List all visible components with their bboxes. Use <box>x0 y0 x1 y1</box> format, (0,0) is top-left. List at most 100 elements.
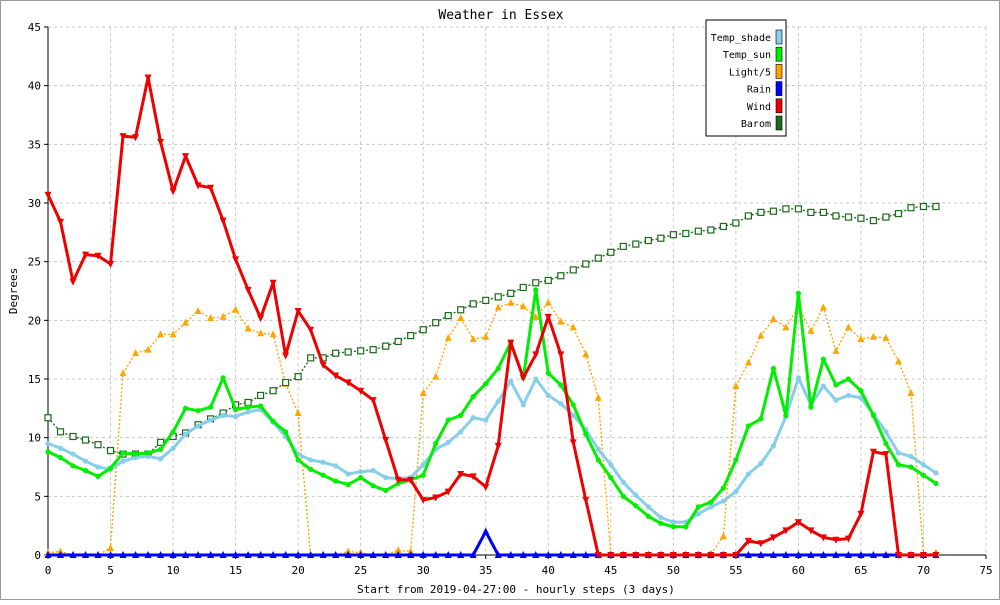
x-tick-label: 10 <box>166 564 179 577</box>
data-point-barom-65 <box>857 214 865 222</box>
data-point-temp-shade-70 <box>920 462 927 468</box>
legend-swatch <box>775 81 783 96</box>
data-point-wind-19 <box>282 352 290 360</box>
data-point-wind-9 <box>157 138 165 146</box>
axes <box>47 27 986 556</box>
data-point-barom-30 <box>419 326 427 334</box>
data-point-temp-sun-0 <box>45 449 51 455</box>
data-point-temp-sun-57 <box>758 416 764 422</box>
data-point-wind-21 <box>307 326 315 334</box>
data-point-barom-53 <box>707 226 715 234</box>
y-tick-label: 5 <box>34 490 41 503</box>
data-point-light-5-42 <box>569 323 577 331</box>
data-point-wind-59 <box>782 527 790 535</box>
data-point-temp-shade-32 <box>445 439 451 445</box>
data-point-wind-36 <box>494 442 502 450</box>
data-point-light-5-43 <box>582 350 590 358</box>
data-point-temp-sun-67 <box>883 440 889 447</box>
data-point-temp-sun-40 <box>545 370 551 376</box>
data-point-wind-44 <box>594 552 602 559</box>
data-point-temp-shade-62 <box>820 383 827 389</box>
data-point-wind-11 <box>182 153 190 161</box>
data-point-temp-shade-21 <box>308 457 314 463</box>
data-point-temp-shade-52 <box>695 511 701 517</box>
data-point-light-5-65 <box>857 335 865 343</box>
data-point-barom-40 <box>544 276 552 285</box>
data-point-wind-43 <box>582 496 590 504</box>
data-point-light-5-40 <box>544 298 552 306</box>
data-point-wind-41 <box>557 351 565 359</box>
data-point-temp-sun-63 <box>833 382 839 388</box>
data-point-temp-shade-46 <box>620 479 626 485</box>
y-axis-label: Degrees <box>7 268 20 314</box>
data-point-temp-shade-64 <box>845 392 852 399</box>
data-point-wind-14 <box>219 217 227 225</box>
x-tick-label: 30 <box>417 564 430 577</box>
data-point-temp-shade-49 <box>658 514 664 521</box>
data-point-wind-56 <box>744 537 752 545</box>
data-point-rain-2 <box>69 551 77 558</box>
data-point-temp-shade-3 <box>82 458 89 464</box>
data-point-barom-34 <box>469 300 477 308</box>
data-point-temp-sun-61 <box>808 404 814 410</box>
data-point-temp-shade-54 <box>720 498 726 504</box>
data-point-wind-32 <box>444 488 452 496</box>
data-point-temp-sun-62 <box>820 356 827 362</box>
data-point-temp-sun-41 <box>558 382 564 388</box>
data-point-rain-67 <box>882 551 890 558</box>
data-point-barom-68 <box>894 209 903 218</box>
data-point-temp-sun-58 <box>770 365 776 372</box>
data-point-rain-24 <box>344 551 352 558</box>
data-point-temp-shade-60 <box>795 375 802 381</box>
data-point-light-5-13 <box>207 313 215 321</box>
data-point-temp-shade-69 <box>908 453 914 460</box>
data-point-wind-22 <box>319 361 327 369</box>
data-point-light-5-35 <box>482 332 490 340</box>
data-point-wind-28 <box>394 476 402 484</box>
data-point-temp-shade-47 <box>633 492 639 498</box>
data-point-wind-68 <box>894 552 902 559</box>
data-point-barom-56 <box>744 212 752 220</box>
data-point-wind-38 <box>519 374 527 382</box>
data-point-barom-51 <box>682 229 690 238</box>
data-point-barom-67 <box>882 213 890 221</box>
data-point-temp-sun-52 <box>695 504 701 510</box>
data-point-wind-53 <box>707 552 715 559</box>
data-point-barom-21 <box>307 354 315 362</box>
x-tick-label: 60 <box>792 564 805 577</box>
data-point-rain-18 <box>269 551 277 558</box>
data-point-temp-sun-56 <box>745 423 751 429</box>
data-point-wind-12 <box>194 182 202 190</box>
data-point-temp-sun-9 <box>157 446 164 452</box>
legend-label: Temp_sun <box>723 50 771 61</box>
data-point-barom-32 <box>444 312 452 320</box>
data-point-temp-sun-71 <box>933 480 939 487</box>
data-point-temp-shade-33 <box>458 429 464 435</box>
data-point-barom-46 <box>619 242 627 251</box>
series-line-rain <box>48 530 936 557</box>
data-point-rain-4 <box>94 551 102 558</box>
x-tick-label: 35 <box>479 564 492 577</box>
data-point-barom-41 <box>557 272 565 280</box>
data-point-temp-sun-39 <box>533 287 539 293</box>
data-point-wind-64 <box>844 535 852 543</box>
y-tick-label: 20 <box>28 314 41 327</box>
legend-swatch <box>775 46 783 62</box>
data-point-rain-57 <box>757 551 765 558</box>
data-point-wind-47 <box>632 552 640 559</box>
data-point-temp-sun-20 <box>295 457 301 463</box>
data-point-wind-20 <box>294 307 302 315</box>
series-line-temp-shade <box>47 376 937 524</box>
data-point-rain-40 <box>544 551 552 558</box>
y-tick-label: 30 <box>28 197 41 210</box>
data-point-barom-1 <box>56 428 65 436</box>
data-point-barom-25 <box>357 347 365 355</box>
data-point-wind-5 <box>107 261 115 269</box>
data-point-rain-12 <box>194 551 202 558</box>
data-point-temp-shade-53 <box>708 504 714 510</box>
data-point-barom-55 <box>732 219 740 227</box>
data-point-temp-shade-45 <box>608 462 614 468</box>
data-point-rain-42 <box>569 551 577 558</box>
data-point-rain-27 <box>382 551 390 558</box>
y-tick-label: 25 <box>28 256 41 269</box>
